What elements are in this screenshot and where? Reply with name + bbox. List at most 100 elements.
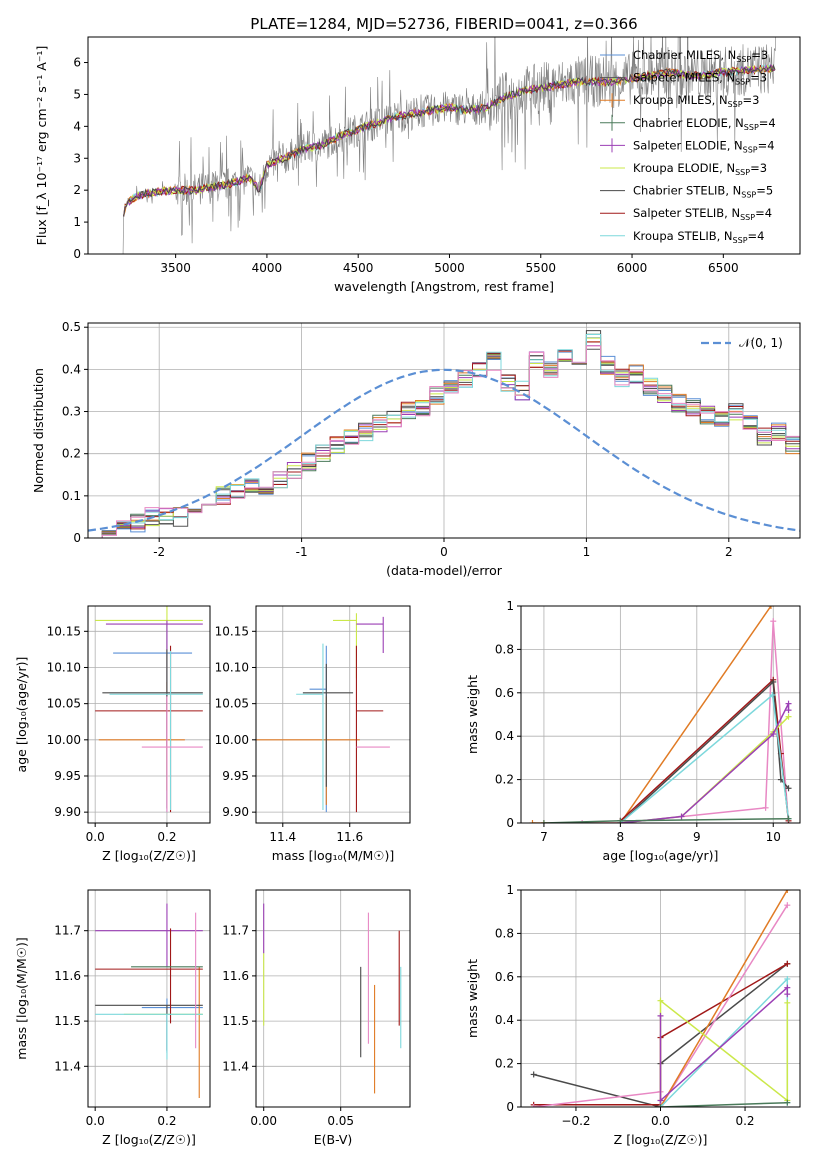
- x-tick-label: 5000: [434, 261, 465, 275]
- x-tick-label: 0.00: [250, 1114, 277, 1128]
- legend-label: Chabrier MILES, NSSP=3: [633, 48, 768, 64]
- normal-curve: [88, 368, 800, 532]
- weight-vs-age-plot: 7 8 9 10 0 0.2 0.4 0.6 0.8 1 age [log₁₀(age/yr)] ma…: [465, 599, 801, 863]
- y-tick-label: 0: [73, 247, 81, 261]
- plot-area: [263, 903, 402, 1094]
- x-tick-label: -2: [153, 545, 165, 559]
- y-tick-label: 0: [506, 1100, 514, 1114]
- figure-title: PLATE=1284, MJD=52736, FIBERID=0041, z=0…: [250, 15, 637, 33]
- x-tick-label: 0: [440, 545, 448, 559]
- weight-line-salpeter_elodie: [659, 985, 789, 1103]
- x-axis-label: wavelength [Angstrom, rest frame]: [334, 279, 554, 294]
- y-tick-label: 0.1: [62, 489, 81, 503]
- spectrum-plot: 3500 4000 4500 5000 5500 6000 6500 0 1 2 3 4 5 6 wavel…: [34, 36, 801, 294]
- plot-area: [120, 37, 776, 254]
- age-vs-mass-plot: 11.4 11.6 9.90 9.95 10.00 10.05 10.10 10.15 mass…: [215, 605, 411, 863]
- x-axis-label: Z [log₁₀(Z/Z☉)]: [102, 1132, 196, 1147]
- y-tick-label: 11.4: [54, 1059, 81, 1073]
- legend-label: Salpeter MILES, NSSP=3: [633, 71, 767, 87]
- plot-area: [530, 890, 791, 1107]
- x-tick-label: 6500: [708, 261, 739, 275]
- x-tick-label: 0.0: [86, 830, 105, 844]
- x-tick-label: −0.2: [561, 1114, 590, 1128]
- y-tick-label: 11.5: [222, 1014, 249, 1028]
- plot-area: [95, 606, 203, 813]
- y-axis-label: age [log₁₀(age/yr)]: [14, 657, 29, 773]
- age-vs-metallicity-plot: 0.0 0.2 9.90 9.95 10.00 10.05 10.10 10.15 Z [log…: [14, 605, 211, 863]
- y-tick-label: 4: [73, 119, 81, 133]
- y-tick-label: 10.10: [47, 660, 81, 674]
- axes-frame: [87, 889, 211, 1108]
- y-tick-label: 0.4: [62, 362, 81, 376]
- x-tick-label: 7: [540, 830, 548, 844]
- y-tick-label: 1: [73, 215, 81, 229]
- x-axis-label: Z [log₁₀(Z/Z☉)]: [614, 1132, 708, 1147]
- y-tick-label: 6: [73, 56, 81, 70]
- x-tick-label: 10: [766, 830, 781, 844]
- legend-label: Chabrier STELIB, NSSP=5: [633, 184, 773, 200]
- legend-label: Salpeter ELODIE, NSSP=4: [633, 138, 775, 154]
- y-tick-label: 10.05: [215, 697, 249, 711]
- y-tick-label: 3: [73, 151, 81, 165]
- y-axis-label: Normed distribution: [31, 368, 46, 493]
- x-axis-label: mass [log₁₀(M/M☉)]: [272, 848, 394, 863]
- x-tick-label: 6000: [617, 261, 648, 275]
- y-tick-label: 10.15: [47, 624, 81, 638]
- y-tick-label: 10.10: [215, 660, 249, 674]
- model-spectrum-chabrier_stelib: [123, 63, 776, 217]
- plot-area: [256, 613, 390, 813]
- x-axis-label: E(B-V): [314, 1132, 353, 1147]
- y-tick-label: 10.00: [47, 733, 81, 747]
- axes-frame: [87, 605, 211, 824]
- mass-vs-metallicity-plot: 0.0 0.2 11.4 11.5 11.6 11.7 Z [log₁₀(Z/Z☉)] mas…: [14, 889, 211, 1147]
- plot-area: [88, 330, 800, 538]
- axes-frame: [520, 605, 801, 824]
- x-tick-label: 0.2: [157, 830, 176, 844]
- axes-frame: [87, 36, 801, 255]
- y-tick-label: 1: [506, 599, 514, 613]
- y-axis-label: Flux [f_λ 10⁻¹⁷ erg cm⁻² s⁻¹ A⁻¹]: [34, 46, 49, 246]
- weight-line-kroupa_miles: [532, 606, 772, 823]
- y-tick-label: 10.00: [215, 733, 249, 747]
- legend-label: Kroupa ELODIE, NSSP=3: [633, 161, 767, 177]
- x-tick-label: 9: [693, 830, 701, 844]
- y-axis-label: mass [log₁₀(M/M☉)]: [14, 937, 29, 1059]
- axes-frame: [255, 889, 411, 1108]
- x-tick-label: 2: [725, 545, 733, 559]
- y-tick-label: 9.90: [54, 805, 81, 819]
- legend-label: Kroupa STELIB, NSSP=4: [633, 229, 764, 245]
- y-tick-label: 9.90: [222, 805, 249, 819]
- x-tick-label: 4000: [252, 261, 283, 275]
- weight-vs-metallicity-plot: −0.2 0.0 0.2 0 0.2 0.4 0.6 0.8 1 Z [log₁₀(Z/Z☉)] m…: [465, 883, 801, 1147]
- y-tick-label: 10.05: [47, 697, 81, 711]
- axes-frame: [255, 605, 411, 824]
- y-axis-label: mass weight: [465, 675, 480, 754]
- y-tick-label: 11.5: [54, 1014, 81, 1028]
- y-tick-label: 0.6: [495, 686, 514, 700]
- y-tick-label: 11.7: [222, 924, 249, 938]
- y-tick-label: 0.5: [62, 320, 81, 334]
- x-tick-label: 8: [617, 830, 625, 844]
- y-tick-label: 11.6: [222, 969, 249, 983]
- y-tick-label: 11.4: [222, 1059, 249, 1073]
- x-axis-label: (data-model)/error: [386, 563, 503, 578]
- y-tick-label: 9.95: [54, 769, 81, 783]
- x-axis-label: age [log₁₀(age/yr)]: [603, 848, 719, 863]
- weight-line-chabrier_elodie: [660, 1101, 788, 1107]
- y-tick-label: 11.7: [54, 924, 81, 938]
- plot-area: [95, 903, 203, 1098]
- x-tick-label: 0.2: [735, 1114, 754, 1128]
- x-tick-label: 1: [583, 545, 591, 559]
- y-tick-label: 0.3: [62, 405, 81, 419]
- x-tick-label: 11.6: [336, 830, 363, 844]
- x-tick-label: 0.05: [327, 1114, 354, 1128]
- legend-label: 𝒩(0, 1): [739, 336, 783, 350]
- x-tick-label: 0.2: [157, 1114, 176, 1128]
- histogram-pink: [88, 345, 800, 538]
- y-tick-label: 0.2: [495, 773, 514, 787]
- y-tick-label: 0: [73, 531, 81, 545]
- y-tick-label: 0: [506, 816, 514, 830]
- y-tick-label: 0.8: [495, 926, 514, 940]
- y-tick-label: 1: [506, 883, 514, 897]
